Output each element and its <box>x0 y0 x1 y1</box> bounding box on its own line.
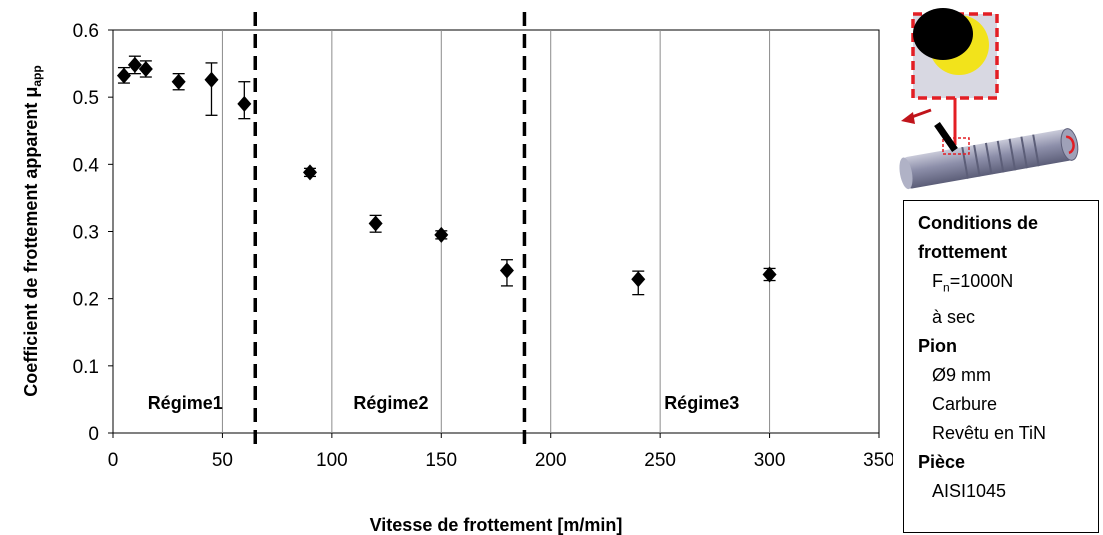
diamond-marker <box>127 56 142 73</box>
tool-holder <box>934 122 958 152</box>
friction-conditions-title-1: Conditions de <box>918 213 1038 233</box>
y-tick-label: 0.4 <box>73 155 100 176</box>
y-axis-title-main: Coefficient de frottement apparent μ <box>21 87 41 397</box>
y-tick-label: 0.3 <box>73 223 99 244</box>
regime-labels: Régime1 Régime2 Régime3 <box>148 393 740 413</box>
data-point <box>631 270 646 296</box>
regime-boundaries <box>253 12 527 452</box>
y-tick-label: 0.2 <box>73 290 99 311</box>
diamond-marker <box>171 73 186 90</box>
normal-force-symbol: F <box>932 271 943 291</box>
normal-force-value: =1000N <box>949 271 1014 291</box>
y-tick-label: 0.6 <box>73 21 99 42</box>
data-point <box>368 214 383 233</box>
x-tick-labels: 0 50 100 150 200 250 300 350 <box>108 433 893 471</box>
pin-coating: Revêtu en TiN <box>932 422 1047 443</box>
data-point <box>237 81 252 120</box>
contact-zone <box>942 137 970 155</box>
diamond-marker <box>204 71 219 88</box>
cylinder-workpiece <box>899 128 1079 190</box>
pin-title: Pion <box>918 335 957 356</box>
normal-force: Fn=1000N <box>918 267 1098 303</box>
friction-conditions-title-2: frottement <box>918 242 1007 262</box>
plot-area <box>112 29 880 434</box>
x-axis-title: Vitesse de frottement [m/min] <box>370 515 623 535</box>
regime-label: Régime1 <box>148 393 223 413</box>
data-point <box>171 73 186 91</box>
diamond-marker <box>499 262 514 279</box>
data-point <box>434 226 449 243</box>
chart: 0 50 100 150 200 250 300 350 0 0.1 0.2 0.3 0.4 0.5 0.… <box>21 12 893 535</box>
normal-force-subscript: n <box>943 280 950 295</box>
diamond-marker <box>116 67 131 84</box>
diamond-marker <box>138 60 153 77</box>
lubrication-condition: à sec <box>932 306 976 327</box>
diamond-marker <box>762 266 777 283</box>
x-tick-label: 250 <box>644 450 676 471</box>
pin-diameter: Ø9 mm <box>932 364 992 385</box>
x-tick-label: 350 <box>863 450 893 471</box>
pin-icon <box>913 8 973 60</box>
x-tick-label: 150 <box>425 450 457 471</box>
data-point <box>302 164 317 181</box>
y-tick-label: 0 <box>88 424 99 445</box>
y-axis-title: Coefficient de frottement apparent μapp <box>21 65 44 396</box>
part-title: Pièce <box>918 451 966 472</box>
data-points <box>116 55 777 296</box>
data-point <box>116 66 131 84</box>
data-point <box>762 266 777 283</box>
y-tick-label: 0.5 <box>73 88 99 109</box>
x-tick-label: 50 <box>212 450 233 471</box>
data-point <box>138 60 153 78</box>
diamond-marker <box>368 215 383 232</box>
x-tick-label: 300 <box>754 450 786 471</box>
diamond-marker <box>237 95 252 112</box>
y-axis-title-sub: app <box>30 65 44 86</box>
diamond-marker <box>434 226 449 243</box>
data-point <box>499 259 514 287</box>
y-tick-labels: 0 0.1 0.2 0.3 0.4 0.5 0.6 <box>73 21 113 445</box>
regime-label: Régime3 <box>664 393 739 413</box>
data-point <box>127 55 142 75</box>
conditions-panel: Conditions de frottement Fn=1000N à sec … <box>903 200 1099 533</box>
diamond-marker <box>631 271 646 288</box>
experimental-setup-illustration <box>899 8 1079 190</box>
pin-material: Carbure <box>932 393 998 414</box>
x-tick-label: 100 <box>316 450 348 471</box>
y-tick-label: 0.1 <box>73 357 99 378</box>
diamond-marker <box>302 164 317 181</box>
grid <box>221 30 771 433</box>
x-tick-label: 200 <box>535 450 567 471</box>
x-tick-label: 0 <box>108 450 119 471</box>
regime-label: Régime2 <box>353 393 428 413</box>
arrow-head-icon <box>901 112 915 124</box>
data-point <box>204 62 219 116</box>
part-material: AISI1045 <box>932 480 1007 501</box>
